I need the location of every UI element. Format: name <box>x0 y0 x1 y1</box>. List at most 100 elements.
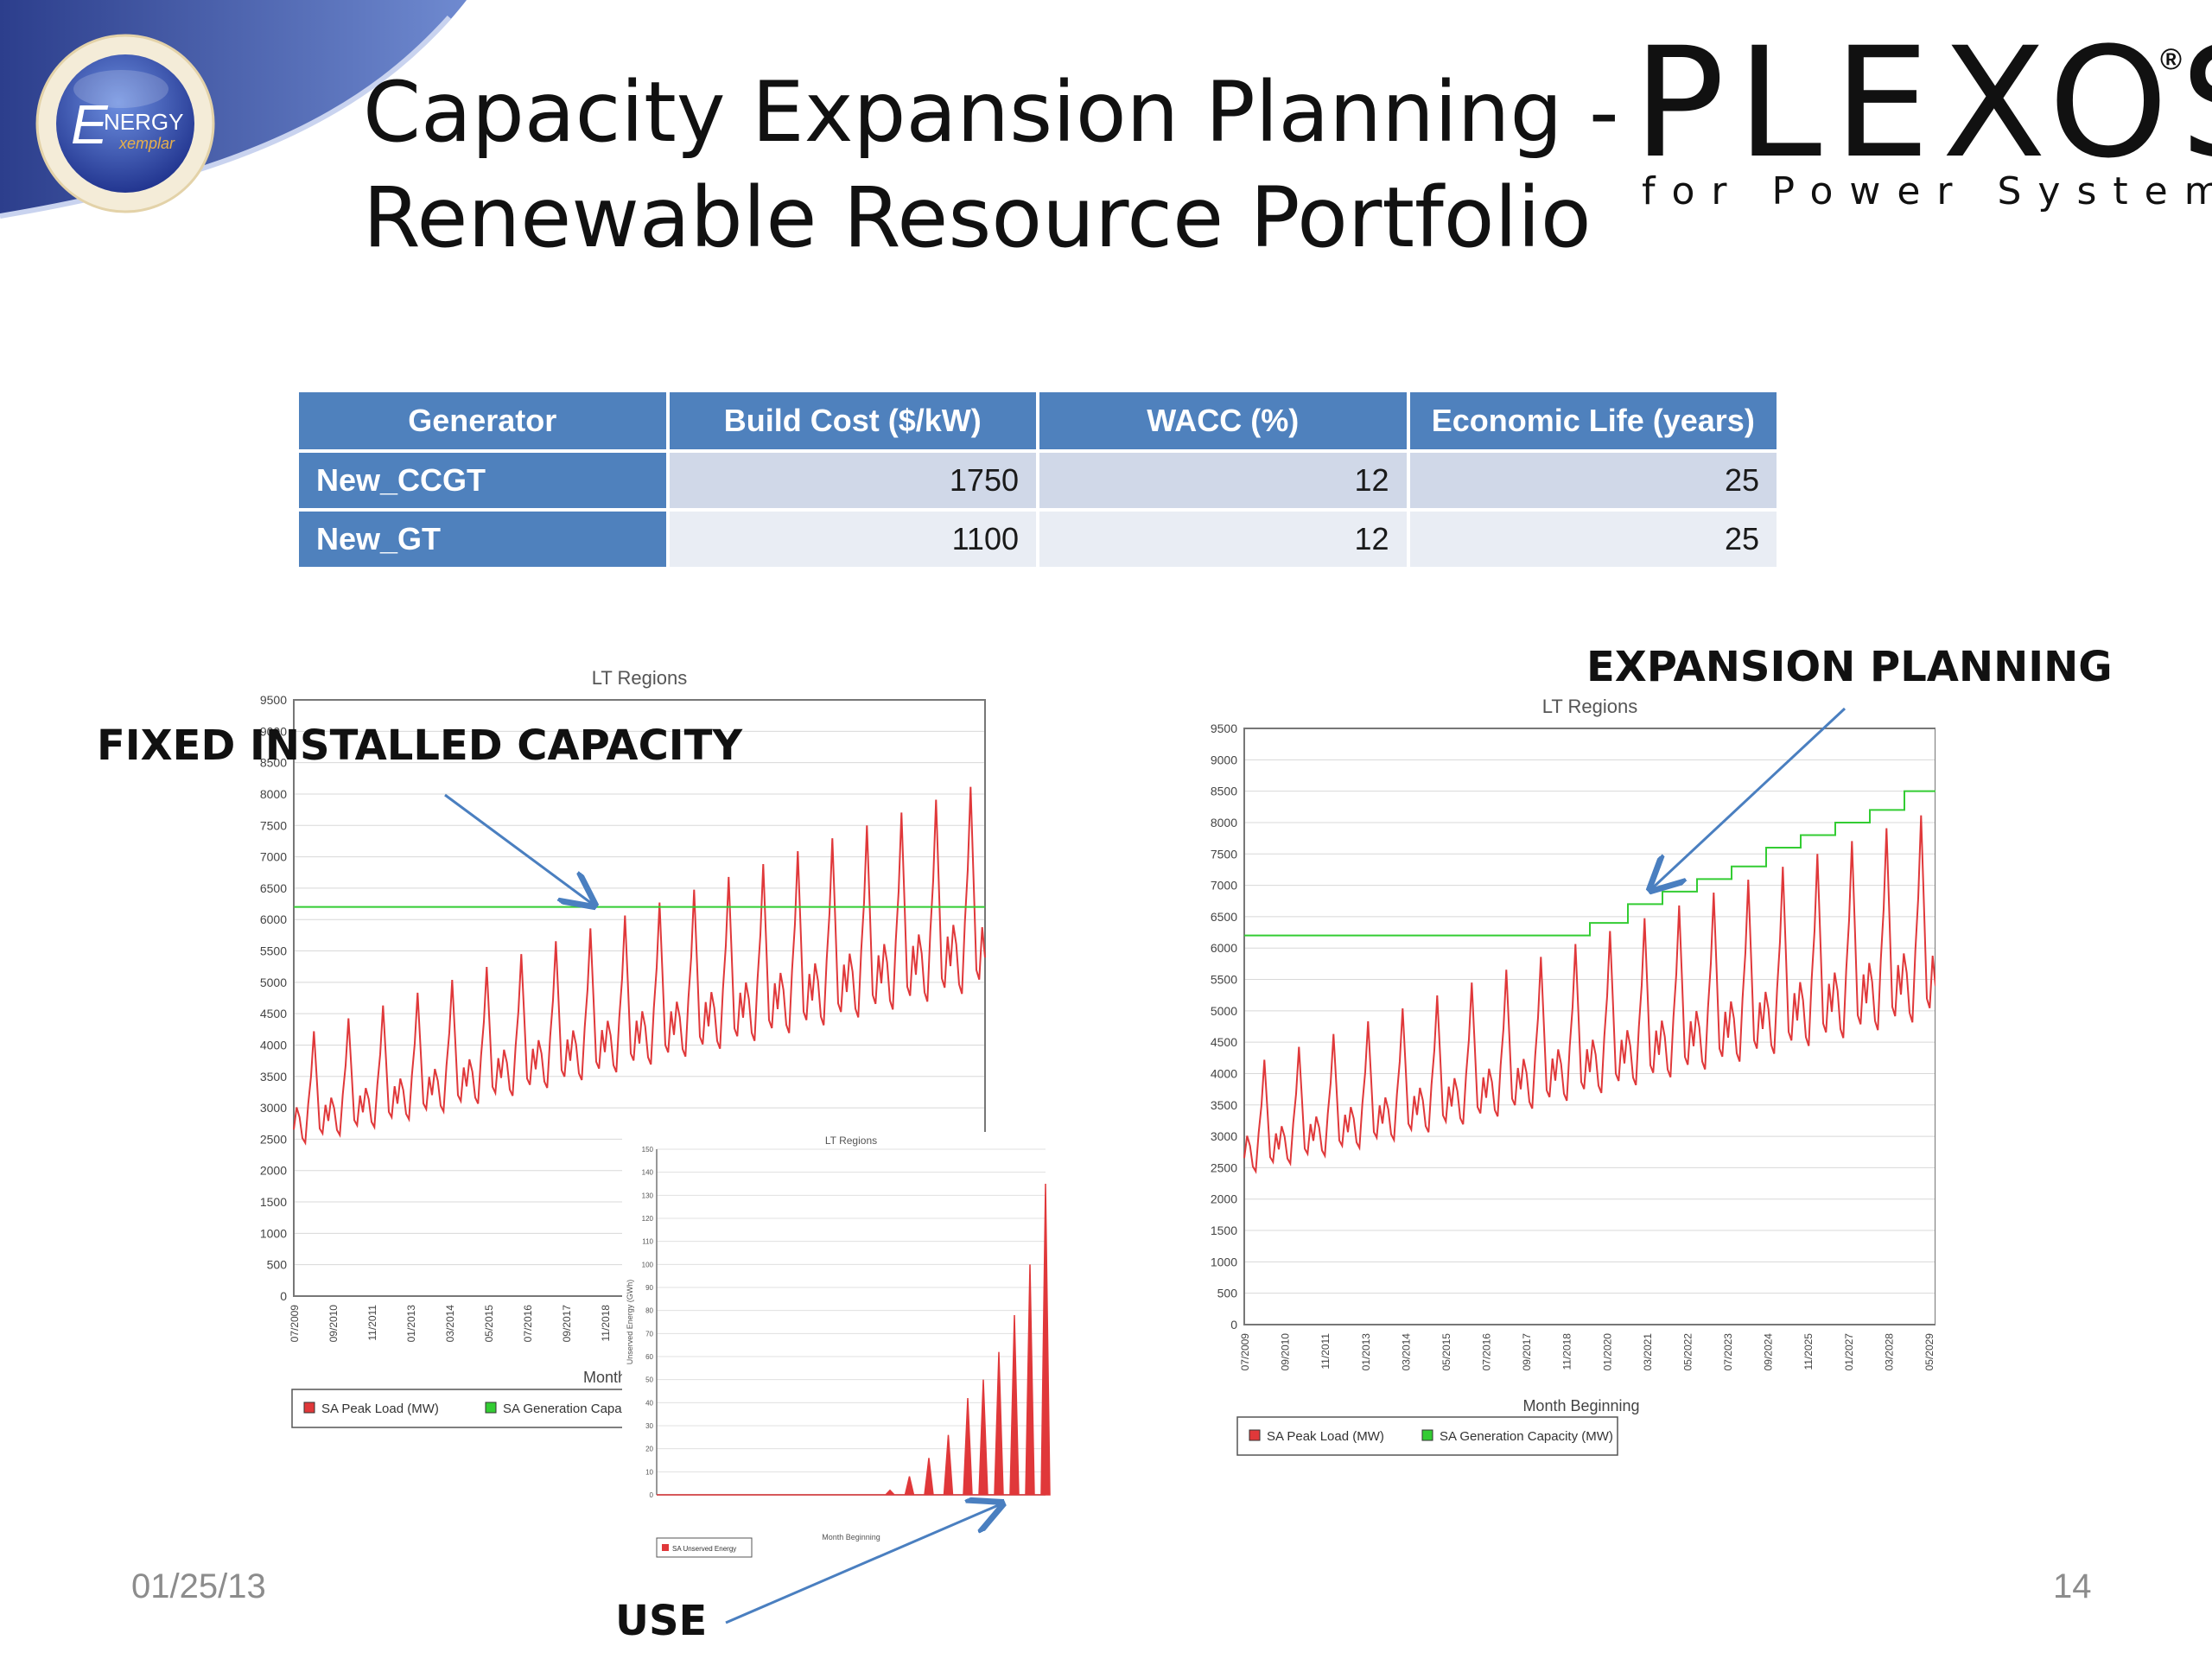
y-tick-label: 70 <box>645 1330 653 1338</box>
slide-title-line2: Renewable Resource Portfolio <box>363 169 1592 266</box>
plexos-brand: PLEXOS <box>1633 15 2212 192</box>
y-tick-label: 10 <box>645 1468 653 1476</box>
x-axis-label: Month <box>583 1369 626 1386</box>
plexos-tagline: for Power Systems <box>1642 169 2212 213</box>
legend-swatch <box>662 1544 669 1551</box>
y-tick-label: 9500 <box>1211 721 1237 735</box>
x-tick-label: 01/2013 <box>405 1305 417 1343</box>
y-tick-label: 7000 <box>260 850 287 864</box>
x-tick-label: 05/2015 <box>1440 1333 1452 1371</box>
table-header-build-cost: Build Cost ($/kW) <box>669 392 1036 449</box>
series-line <box>1243 815 1936 1174</box>
x-tick-label: 09/2017 <box>1521 1333 1533 1371</box>
chart-expansion-planning: LT Regions 0 500 1000 1500 2000 2500 3000 3500 40… <box>1184 691 1936 1460</box>
x-tick-label: 07/2009 <box>1239 1333 1251 1371</box>
callout-expansion-planning: EXPANSION PLANNING <box>1586 643 2113 691</box>
y-tick-label: 3500 <box>260 1070 287 1084</box>
series-line <box>1244 790 1936 937</box>
slide-title-line1: Capacity Expansion Planning - <box>363 64 1619 161</box>
y-tick-label: 7000 <box>1211 879 1237 893</box>
y-tick-label: 130 <box>642 1192 654 1199</box>
table-row: New_CCGT 1750 12 25 <box>299 453 1777 508</box>
y-tick-label: 500 <box>267 1258 288 1272</box>
y-tick-label: 8000 <box>1211 816 1237 830</box>
y-tick-label: 8500 <box>260 756 287 770</box>
table-header-economic-life: Economic Life (years) <box>1409 392 1777 449</box>
y-tick-label: 0 <box>1230 1318 1237 1332</box>
legend-label: SA Peak Load (MW) <box>1267 1429 1384 1444</box>
y-tick-label: 1000 <box>1211 1255 1237 1268</box>
cell-wacc: 12 <box>1039 453 1407 508</box>
callout-fixed-installed-capacity: FIXED INSTALLED CAPACITY <box>97 721 743 770</box>
cell-economic-life: 25 <box>1409 453 1777 508</box>
x-tick-label: 09/2010 <box>327 1305 340 1343</box>
y-tick-label: 7500 <box>260 818 287 832</box>
y-tick-label: 120 <box>642 1215 654 1223</box>
y-tick-label: 3000 <box>260 1101 287 1115</box>
legend-label: SA Generation Capac <box>503 1402 629 1416</box>
series-area <box>657 1183 1051 1496</box>
cell-generator: New_GT <box>299 512 666 567</box>
x-tick-label: 11/2018 <box>1561 1333 1573 1370</box>
x-axis-label: Month Beginning <box>822 1533 880 1541</box>
logo-text: NERGY <box>104 109 183 135</box>
x-tick-label: 01/2020 <box>1601 1333 1613 1371</box>
y-tick-label: 1000 <box>260 1226 287 1240</box>
y-tick-label: 1500 <box>260 1195 287 1209</box>
registered-mark: ® <box>2160 43 2183 76</box>
y-axis-label: Unserved Energy (GWh) <box>626 1280 634 1365</box>
y-tick-label: 7500 <box>1211 847 1237 861</box>
x-tick-label: 09/2017 <box>561 1305 573 1343</box>
y-tick-label: 30 <box>645 1422 653 1430</box>
x-tick-label: 03/2014 <box>1400 1333 1412 1371</box>
generator-table: Generator Build Cost ($/kW) WACC (%) Eco… <box>296 389 1780 570</box>
y-tick-label: 5000 <box>1211 1004 1237 1018</box>
y-tick-label: 2500 <box>1211 1160 1237 1174</box>
legend-box <box>291 1389 673 1428</box>
chart-unserved-energy: LT Regions 0 10 20 30 40 50 60 70 80 90 100 110 120 13… <box>622 1132 1054 1581</box>
x-tick-label: 07/2016 <box>522 1305 534 1343</box>
y-tick-label: 80 <box>645 1307 653 1315</box>
y-tick-label: 20 <box>645 1446 653 1453</box>
logo-sub: xemplar <box>118 135 175 152</box>
x-tick-label: 07/2009 <box>289 1305 301 1343</box>
legend-swatch <box>303 1402 315 1414</box>
x-tick-label: 01/2027 <box>1843 1333 1855 1371</box>
table-header-generator: Generator <box>299 392 666 449</box>
chart-title: LT Regions <box>1542 696 1637 717</box>
y-tick-label: 5000 <box>260 976 287 989</box>
y-tick-label: 9500 <box>260 693 287 707</box>
chart-title: LT Regions <box>592 667 687 689</box>
legend-swatch <box>1421 1429 1433 1441</box>
table-header-row: Generator Build Cost ($/kW) WACC (%) Eco… <box>299 392 1777 449</box>
y-tick-label: 8000 <box>260 787 287 801</box>
cell-generator: New_CCGT <box>299 453 666 508</box>
cell-wacc: 12 <box>1039 512 1407 567</box>
energy-exemplar-logo: E NERGY xemplar <box>35 33 216 214</box>
chart-title: LT Regions <box>825 1135 877 1147</box>
x-tick-label: 09/2010 <box>1280 1333 1292 1371</box>
y-tick-label: 9000 <box>260 724 287 738</box>
x-tick-label: 07/2023 <box>1722 1333 1734 1371</box>
x-tick-label: 01/2013 <box>1360 1333 1372 1371</box>
x-tick-label: 03/2021 <box>1642 1333 1654 1371</box>
legend-label: SA Peak Load (MW) <box>321 1402 439 1416</box>
page-number: 14 <box>2053 1567 2092 1605</box>
y-tick-label: 9000 <box>1211 753 1237 766</box>
y-tick-label: 6500 <box>260 881 287 895</box>
y-tick-label: 0 <box>650 1491 654 1499</box>
x-tick-label: 05/2029 <box>1923 1333 1936 1371</box>
y-tick-label: 2000 <box>260 1164 287 1178</box>
callout-use: USE <box>615 1597 708 1645</box>
y-tick-label: 6000 <box>1211 941 1237 955</box>
table-header-wacc: WACC (%) <box>1039 392 1407 449</box>
footer-date: 01/25/13 <box>131 1567 266 1605</box>
y-tick-label: 3000 <box>1211 1129 1237 1143</box>
x-tick-label: 11/2011 <box>1319 1333 1332 1370</box>
legend-label: SA Unserved Energy <box>672 1545 736 1553</box>
x-tick-label: 05/2022 <box>1681 1333 1694 1371</box>
y-tick-label: 90 <box>645 1284 653 1292</box>
legend-label: SA Generation Capacity (MW) <box>1440 1429 1613 1444</box>
y-tick-label: 1500 <box>1211 1224 1237 1237</box>
x-tick-label: 03/2014 <box>444 1305 456 1343</box>
